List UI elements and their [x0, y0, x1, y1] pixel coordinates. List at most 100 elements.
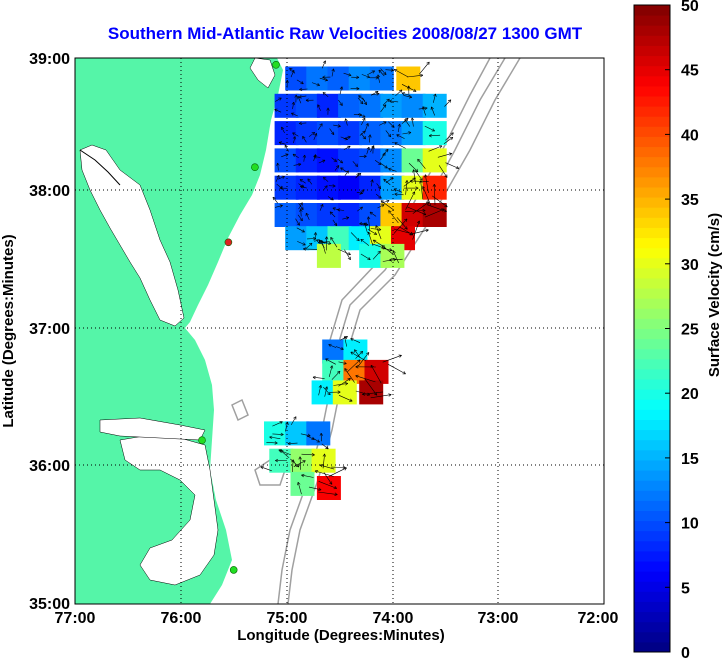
vector-arrowhead — [420, 74, 424, 78]
vector-arrowhead — [343, 336, 345, 340]
vector-arrowhead — [344, 118, 346, 122]
vector-arrowhead — [385, 149, 389, 151]
vector-layer — [260, 60, 460, 496]
vector-arrowhead — [314, 470, 318, 474]
vector-arrowhead — [404, 218, 408, 221]
velocity-vector — [364, 222, 368, 233]
vector-arrowhead — [443, 211, 447, 213]
plot-frame — [74, 57, 605, 605]
velocity-cell — [401, 121, 426, 146]
potomac-river — [79, 149, 121, 186]
velocity-vector — [314, 232, 316, 243]
vector-arrowhead — [358, 237, 360, 241]
velocity-vector — [350, 351, 366, 362]
velocity-vector — [368, 231, 374, 246]
vector-arrowhead — [357, 359, 361, 361]
vector-arrowhead — [325, 78, 328, 81]
velocity-vector — [373, 239, 383, 247]
y-tick-label: 39:00 — [29, 51, 70, 68]
vector-arrowhead — [449, 153, 453, 156]
velocity-vector — [337, 158, 343, 164]
vector-arrowhead — [348, 75, 352, 77]
vector-arrowhead — [331, 133, 335, 135]
velocity-vector — [355, 351, 363, 359]
vector-arrowhead — [339, 104, 343, 106]
vector-arrowhead — [305, 98, 309, 101]
vector-arrowhead — [298, 456, 301, 460]
vector-arrowhead — [322, 92, 325, 96]
vector-arrowhead — [406, 180, 409, 184]
velocity-vector — [388, 210, 399, 224]
velocity-vector — [266, 442, 278, 444]
colorbar-tick-label: 25 — [681, 322, 699, 339]
vector-arrowhead — [340, 167, 343, 171]
vector-arrowhead — [379, 195, 382, 199]
vector-arrowhead — [337, 391, 341, 394]
velocity-vector — [355, 375, 376, 383]
vector-arrowhead — [334, 485, 337, 489]
vector-arrowhead — [307, 433, 311, 437]
velocity-vector — [292, 153, 299, 158]
velocity-layer — [264, 66, 447, 500]
vector-arrowhead — [319, 464, 323, 468]
velocity-vector — [433, 93, 436, 103]
colorbar-step — [634, 459, 670, 471]
vector-arrowhead — [379, 251, 381, 255]
vector-arrowhead — [338, 371, 341, 375]
vector-arrowhead — [415, 187, 419, 190]
vector-arrowhead — [347, 135, 351, 137]
vector-arrowhead — [279, 204, 283, 206]
vector-arrowhead — [302, 229, 305, 233]
vector-arrowhead — [389, 259, 393, 262]
velocity-vector — [331, 370, 341, 380]
vector-arrowhead — [325, 448, 329, 450]
vector-arrowhead — [344, 336, 347, 339]
vector-arrowhead — [300, 185, 304, 187]
vector-arrowhead — [444, 209, 447, 212]
velocity-vector — [405, 210, 426, 212]
velocity-vector — [312, 437, 320, 443]
vector-arrowhead — [372, 179, 374, 183]
vector-arrowhead — [280, 205, 283, 208]
vector-arrowhead — [410, 233, 414, 236]
vector-arrowhead — [337, 126, 341, 128]
colorbar-step — [634, 530, 670, 542]
velocity-vector — [372, 243, 386, 249]
vector-arrowhead — [407, 85, 409, 89]
vector-arrowhead — [417, 158, 421, 161]
velocity-vector — [380, 152, 386, 161]
vector-arrowhead — [358, 95, 362, 97]
vector-arrowhead — [412, 169, 414, 173]
vector-arrowhead — [331, 68, 334, 72]
x-tick-label: 72:00 — [578, 610, 619, 627]
vector-arrowhead — [389, 100, 392, 103]
vector-arrowhead — [322, 75, 326, 78]
vector-arrowhead — [330, 237, 334, 240]
vector-arrowhead — [297, 482, 299, 486]
velocity-vector — [356, 173, 362, 178]
vector-arrowhead — [299, 121, 302, 124]
vector-arrowhead — [311, 453, 315, 456]
vector-arrowhead — [328, 344, 331, 347]
vector-arrowhead — [280, 421, 283, 425]
vector-arrowhead — [278, 142, 282, 145]
grid-lines — [75, 58, 604, 604]
vector-arrowhead — [435, 93, 437, 97]
vector-arrowhead — [318, 242, 322, 245]
vector-arrowhead — [449, 99, 452, 103]
vector-arrowhead — [411, 117, 415, 121]
velocity-vector — [379, 121, 387, 126]
vector-arrowhead — [295, 94, 298, 98]
velocity-vector — [299, 122, 307, 124]
vector-arrowhead — [329, 482, 333, 485]
velocity-vector — [434, 184, 436, 205]
vector-arrowhead — [298, 163, 302, 167]
vector-arrowhead — [343, 361, 347, 364]
vector-arrowhead — [396, 134, 399, 138]
vector-arrowhead — [424, 107, 428, 111]
vector-arrowhead — [319, 432, 322, 436]
velocity-vector — [311, 82, 320, 86]
vector-arrowhead — [312, 375, 316, 378]
velocity-vector — [299, 88, 308, 90]
vector-arrowhead — [291, 113, 294, 116]
